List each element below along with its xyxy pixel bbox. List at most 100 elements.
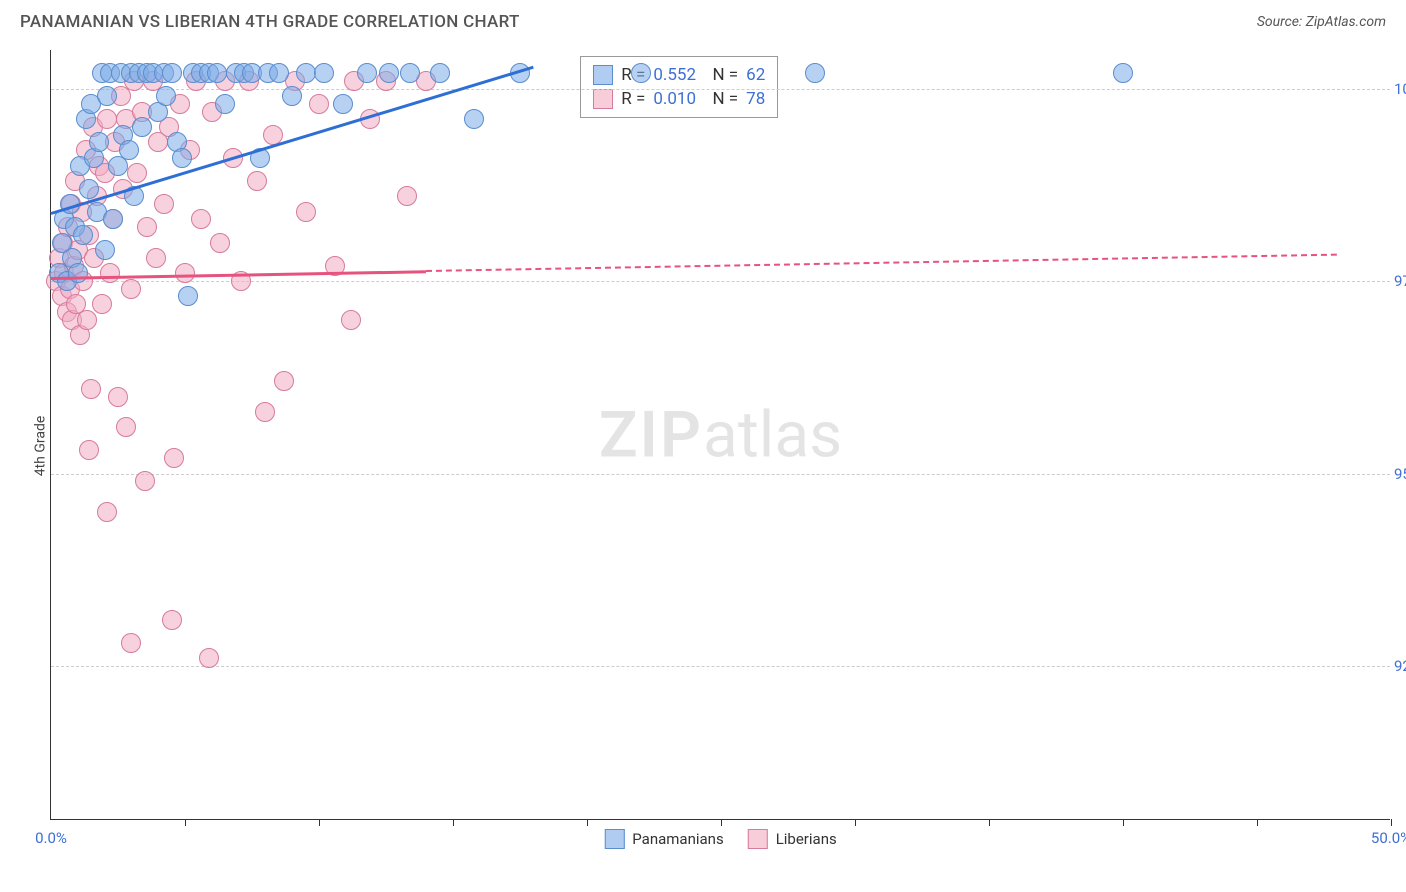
data-point-liberians (255, 402, 275, 422)
watermark: ZIPatlas (599, 397, 842, 472)
x-tick-label: 50.0% (1371, 829, 1406, 847)
data-point-liberians (274, 371, 294, 391)
data-point-liberians (121, 279, 141, 299)
data-point-liberians (247, 171, 267, 191)
data-point-liberians (146, 248, 166, 268)
stats-row: R = 0.552 N = 62 (593, 63, 765, 87)
y-axis-label: 4th Grade (32, 416, 48, 477)
x-tick (453, 819, 454, 826)
data-point-panamanians (430, 63, 450, 83)
stat-n-value: 62 (746, 65, 765, 85)
data-point-panamanians (95, 240, 115, 260)
correlation-stats-box: R = 0.552 N = 62R = 0.010 N = 78 (580, 56, 778, 118)
data-point-liberians (135, 471, 155, 491)
x-tick (1123, 819, 1124, 826)
x-tick (185, 819, 186, 826)
data-point-panamanians (282, 86, 302, 106)
data-point-panamanians (156, 86, 176, 106)
data-point-liberians (309, 94, 329, 114)
y-tick-label: 97.5% (1394, 272, 1406, 290)
stat-n-label: N = (704, 65, 738, 85)
data-point-panamanians (132, 117, 152, 137)
stat-r-value: 0.010 (653, 89, 696, 109)
data-point-liberians (81, 379, 101, 399)
gridline (51, 281, 1390, 282)
data-point-panamanians (379, 63, 399, 83)
legend-swatch-icon (748, 829, 768, 849)
legend-swatch-icon (593, 89, 613, 109)
data-point-liberians (121, 633, 141, 653)
data-point-liberians (175, 263, 195, 283)
data-point-liberians (154, 194, 174, 214)
data-point-panamanians (119, 140, 139, 160)
legend-label: Panamanians (632, 830, 723, 848)
x-tick (587, 819, 588, 826)
data-point-liberians (97, 502, 117, 522)
data-point-panamanians (207, 63, 227, 83)
data-point-liberians (162, 610, 182, 630)
data-point-panamanians (805, 63, 825, 83)
data-point-liberians (92, 294, 112, 314)
stat-r-value: 0.552 (653, 65, 696, 85)
data-point-panamanians (1113, 63, 1133, 83)
x-tick (855, 819, 856, 826)
data-point-panamanians (215, 94, 235, 114)
data-point-panamanians (400, 63, 420, 83)
data-point-panamanians (172, 148, 192, 168)
data-point-liberians (79, 440, 99, 460)
y-tick-label: 92.5% (1394, 657, 1406, 675)
data-point-liberians (164, 448, 184, 468)
data-point-panamanians (333, 94, 353, 114)
data-point-panamanians (97, 86, 117, 106)
x-tick (1391, 819, 1392, 826)
data-point-panamanians (314, 63, 334, 83)
data-point-liberians (100, 263, 120, 283)
data-point-panamanians (73, 225, 93, 245)
data-point-panamanians (357, 63, 377, 83)
legend-item: Liberians (748, 829, 837, 849)
data-point-panamanians (89, 132, 109, 152)
data-point-panamanians (296, 63, 316, 83)
chart-title: PANAMANIAN VS LIBERIAN 4TH GRADE CORRELA… (20, 12, 520, 32)
liberians-regression-line-extrapolated (426, 254, 1337, 272)
data-point-panamanians (162, 63, 182, 83)
data-point-panamanians (68, 263, 88, 283)
legend-swatch-icon (593, 65, 613, 85)
data-point-liberians (191, 209, 211, 229)
data-point-liberians (137, 217, 157, 237)
data-point-liberians (77, 310, 97, 330)
data-point-panamanians (79, 179, 99, 199)
gridline (51, 474, 1390, 475)
data-point-panamanians (103, 209, 123, 229)
data-point-liberians (296, 202, 316, 222)
series-legend: Panamanians Liberians (604, 829, 836, 849)
data-point-panamanians (464, 109, 484, 129)
data-point-panamanians (269, 63, 289, 83)
x-tick (319, 819, 320, 826)
data-point-liberians (397, 186, 417, 206)
chart-header: PANAMANIAN VS LIBERIAN 4TH GRADE CORRELA… (0, 0, 1406, 40)
chart-plot-area: ZIPatlas R = 0.552 N = 62R = 0.010 N = 7… (50, 50, 1390, 820)
x-tick-label: 0.0% (35, 829, 67, 847)
y-tick-label: 95.0% (1394, 465, 1406, 483)
data-point-liberians (341, 310, 361, 330)
x-tick (1257, 819, 1258, 826)
y-tick-label: 100.0% (1394, 80, 1406, 98)
x-tick (989, 819, 990, 826)
x-tick (721, 819, 722, 826)
data-point-liberians (127, 163, 147, 183)
data-point-liberians (116, 417, 136, 437)
data-point-panamanians (631, 63, 651, 83)
legend-item: Panamanians (604, 829, 723, 849)
stat-n-value: 78 (746, 89, 765, 109)
stat-r-label: R = (621, 89, 645, 109)
data-point-panamanians (178, 286, 198, 306)
gridline (51, 666, 1390, 667)
legend-swatch-icon (604, 829, 624, 849)
legend-label: Liberians (776, 830, 837, 848)
data-point-liberians (97, 109, 117, 129)
data-point-liberians (199, 648, 219, 668)
stat-n-label: N = (704, 89, 738, 109)
data-point-liberians (210, 233, 230, 253)
chart-source: Source: ZipAtlas.com (1257, 14, 1386, 30)
